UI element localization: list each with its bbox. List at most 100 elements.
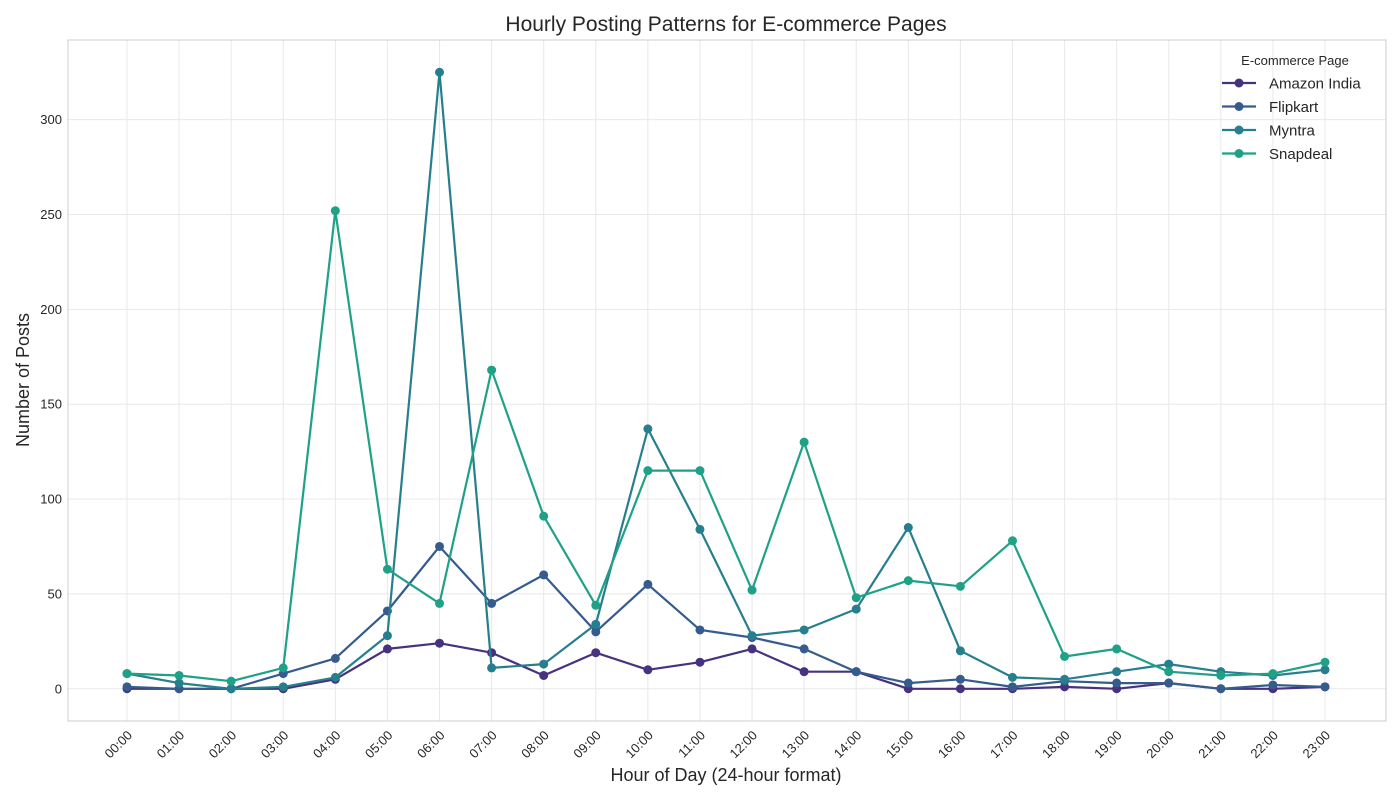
data-point	[382, 631, 392, 641]
x-tick-label: 22:00	[1247, 728, 1281, 762]
x-tick-label: 10:00	[622, 728, 656, 762]
data-point	[1060, 652, 1070, 662]
data-point	[747, 585, 757, 595]
y-axis-ticks: 0 50 100 150 200 250 300	[40, 112, 62, 696]
x-tick-label: 09:00	[570, 728, 604, 762]
x-tick-label: 05:00	[362, 728, 396, 762]
x-tick-label: 17:00	[987, 728, 1021, 762]
y-tick-label: 300	[40, 112, 62, 127]
x-tick-label: 06:00	[414, 728, 448, 762]
data-point	[643, 665, 653, 675]
x-tick-label: 02:00	[206, 728, 240, 762]
data-point	[747, 631, 757, 641]
y-tick-label: 150	[40, 397, 62, 412]
y-tick-label: 50	[48, 586, 62, 601]
data-point	[695, 466, 705, 476]
chart-title: Hourly Posting Patterns for E-commerce P…	[505, 13, 946, 36]
x-tick-label: 12:00	[727, 728, 761, 762]
series-line	[126, 71, 1326, 690]
data-point	[1164, 667, 1174, 677]
x-tick-label: 18:00	[1039, 728, 1073, 762]
x-axis-ticks: 00:00 01:00 02:00 03:00 04:00 05:00 06:00 07:00…	[102, 728, 1334, 762]
x-tick-label: 19:00	[1091, 728, 1125, 762]
legend-label: Amazon India	[1269, 76, 1361, 93]
data-point	[1112, 678, 1122, 688]
data-point	[1060, 674, 1070, 684]
data-point	[1007, 682, 1017, 692]
series-lines	[122, 67, 1330, 694]
data-point	[1268, 669, 1278, 679]
data-point	[591, 627, 601, 637]
data-point	[591, 619, 601, 629]
data-point	[955, 646, 965, 656]
x-axis-label: Hour of Day (24-hour format)	[610, 765, 841, 785]
data-point	[1320, 657, 1330, 667]
legend-swatch-marker	[1234, 125, 1244, 135]
data-point	[1007, 536, 1017, 546]
data-point	[539, 570, 549, 580]
data-point	[226, 684, 236, 694]
data-point	[278, 663, 288, 673]
legend-label: Flipkart	[1269, 99, 1319, 116]
data-point	[695, 625, 705, 635]
x-tick-label: 08:00	[518, 728, 552, 762]
data-point	[1216, 670, 1226, 680]
plot-area	[67, 39, 1387, 722]
series-myntra	[122, 67, 1330, 694]
data-point	[226, 676, 236, 686]
legend-swatch-marker	[1234, 149, 1244, 158]
data-point	[330, 653, 340, 663]
data-point	[1164, 659, 1174, 669]
y-tick-label: 0	[55, 681, 62, 696]
legend-label: Snapdeal	[1269, 146, 1332, 163]
legend: E-commerce Page Amazon India Flipkart Mynt…	[1222, 53, 1361, 163]
data-point	[330, 672, 340, 682]
data-point	[799, 644, 809, 654]
data-point	[174, 678, 184, 688]
data-point	[851, 604, 861, 614]
data-point	[487, 663, 497, 673]
data-point	[851, 593, 861, 603]
series-line	[126, 545, 1326, 690]
data-point	[382, 564, 392, 574]
data-point	[435, 541, 445, 551]
data-point	[278, 682, 288, 692]
legend-items: Amazon India Flipkart Myntra Snapdeal	[1222, 76, 1361, 163]
y-axis-label: Number of Posts	[13, 313, 33, 447]
x-tick-label: 00:00	[102, 728, 136, 762]
series-line	[127, 642, 1326, 690]
x-tick-label: 14:00	[831, 728, 865, 762]
data-point	[1320, 682, 1330, 692]
data-point	[903, 576, 913, 586]
legend-swatch-marker	[1234, 78, 1244, 88]
data-point	[435, 598, 445, 608]
data-point	[435, 67, 445, 77]
data-point	[643, 579, 653, 589]
series-flipkart	[122, 541, 1330, 694]
data-point	[747, 644, 757, 654]
data-point	[695, 524, 705, 534]
data-point	[1112, 644, 1122, 654]
data-point	[435, 638, 445, 648]
data-point	[643, 466, 653, 476]
y-tick-label: 100	[40, 492, 62, 507]
data-point	[955, 674, 965, 684]
data-point	[695, 657, 705, 667]
data-point	[1164, 678, 1174, 688]
data-point	[591, 600, 601, 610]
x-tick-label: 20:00	[1143, 728, 1177, 762]
x-tick-label: 03:00	[258, 728, 292, 762]
data-point	[1268, 680, 1278, 690]
data-point	[487, 598, 497, 608]
data-point	[1007, 672, 1017, 682]
x-tick-label: 11:00	[675, 728, 708, 761]
data-point	[903, 678, 913, 688]
x-tick-label: 16:00	[935, 728, 969, 762]
x-tick-label: 04:00	[310, 728, 344, 762]
series-snapdeal	[122, 206, 1330, 686]
data-point	[539, 670, 549, 680]
data-point	[955, 581, 965, 591]
data-point	[799, 667, 809, 677]
x-tick-label: 01:00	[154, 728, 188, 762]
